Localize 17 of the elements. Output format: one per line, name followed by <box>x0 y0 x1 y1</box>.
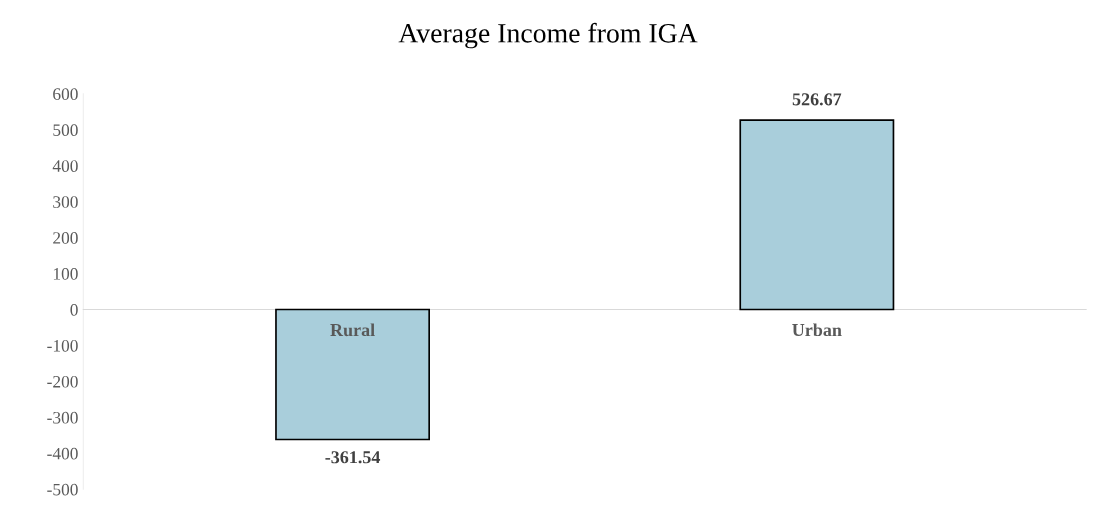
y-tick-label: 200 <box>53 232 78 244</box>
y-tick-label: -300 <box>47 411 78 424</box>
data-label: 526.67 <box>792 93 842 106</box>
y-tick-label: 300 <box>53 196 78 208</box>
x-tick-label: Rural <box>330 323 375 337</box>
y-tick-label: 500 <box>53 124 78 136</box>
y-tick-label: -100 <box>47 339 78 352</box>
y-tick-label: -200 <box>47 375 78 388</box>
y-tick-label: 0 <box>70 303 78 316</box>
y-tick-label: 100 <box>53 268 78 280</box>
y-tick-label: -400 <box>47 447 78 460</box>
chart-title: Average Income from IGA <box>398 22 698 49</box>
y-tick-label: 600 <box>53 88 78 100</box>
y-tick-label: 400 <box>52 160 78 172</box>
x-tick-label: Urban <box>792 323 842 337</box>
data-label: -361.54 <box>325 451 381 464</box>
y-tick-label: -500 <box>47 483 78 496</box>
